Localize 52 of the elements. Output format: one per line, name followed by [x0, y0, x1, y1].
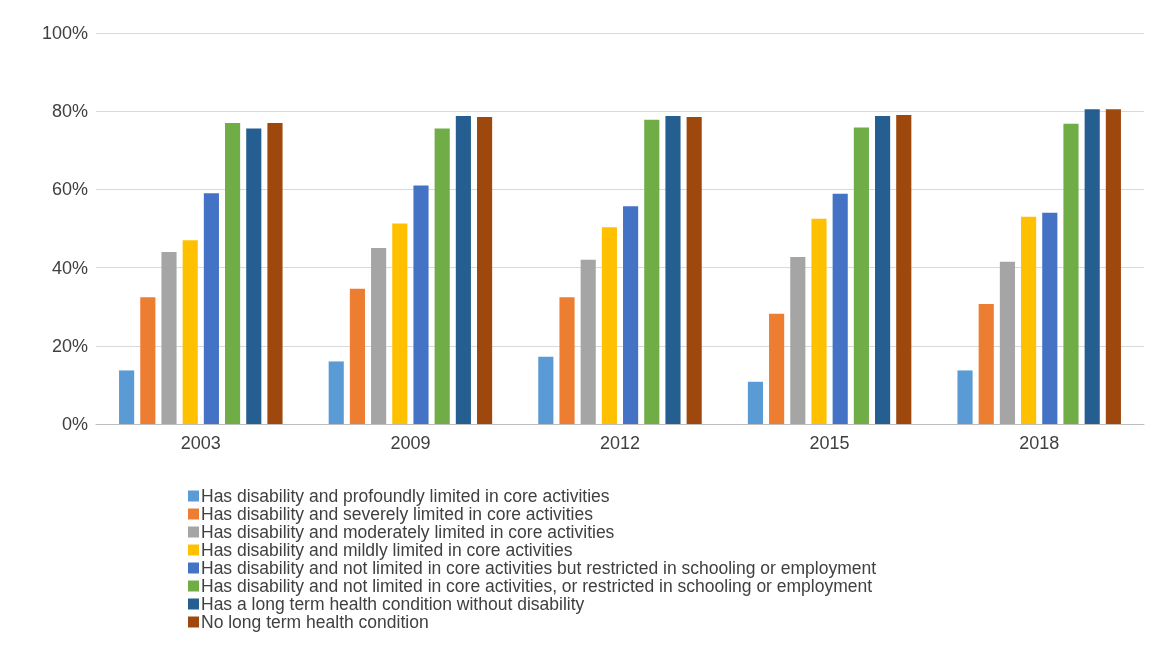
bar: [182, 240, 198, 424]
bar: [434, 128, 450, 424]
y-tick-label: 40%: [51, 257, 88, 278]
bar: [978, 303, 994, 424]
bar: [349, 288, 365, 424]
bar: [999, 261, 1015, 424]
x-tick-label: 2003: [180, 433, 221, 453]
y-tick-label: 60%: [51, 179, 88, 200]
y-tick-label: 0%: [61, 414, 88, 434]
bar: [140, 297, 156, 424]
bar: [957, 370, 973, 424]
bar: [896, 115, 912, 424]
bar: [665, 115, 681, 424]
bar: [1021, 216, 1037, 424]
bar: [538, 356, 554, 424]
bar: [246, 128, 262, 424]
bar: [853, 127, 869, 424]
x-tick-label: 2015: [809, 433, 850, 453]
bar: [790, 257, 806, 424]
bar: [875, 115, 891, 424]
bar: [747, 381, 763, 424]
bar: [769, 313, 785, 424]
bar: [203, 193, 219, 424]
bar: [328, 361, 344, 424]
bar: [623, 206, 639, 424]
bar: [559, 297, 575, 424]
y-tick-label: 80%: [51, 101, 88, 122]
bar: [455, 115, 471, 424]
bar: [686, 117, 702, 424]
bar: [601, 227, 617, 424]
bar: [413, 185, 429, 424]
bar: [119, 370, 135, 424]
bar: [811, 218, 827, 424]
x-tick-label: 2009: [390, 433, 431, 453]
bar: [225, 122, 241, 424]
bar: [1063, 123, 1079, 424]
y-tick-label: 20%: [51, 335, 88, 356]
y-tick-label: 100%: [41, 23, 88, 43]
bar: [161, 251, 177, 424]
bar: [392, 223, 408, 424]
bar: [644, 119, 660, 424]
x-tick-label: 2012: [599, 433, 641, 453]
x-tick-label: 2018: [1019, 433, 1060, 453]
bar: [267, 122, 283, 424]
bar: [1105, 109, 1121, 424]
bar: [371, 248, 387, 424]
bar: [580, 259, 596, 424]
bar: [477, 117, 493, 424]
bar: [1042, 212, 1058, 424]
legend-label: Has disability and profoundly limited in core activities: [201, 486, 610, 506]
bar: [1084, 109, 1100, 424]
bar: [832, 193, 848, 424]
